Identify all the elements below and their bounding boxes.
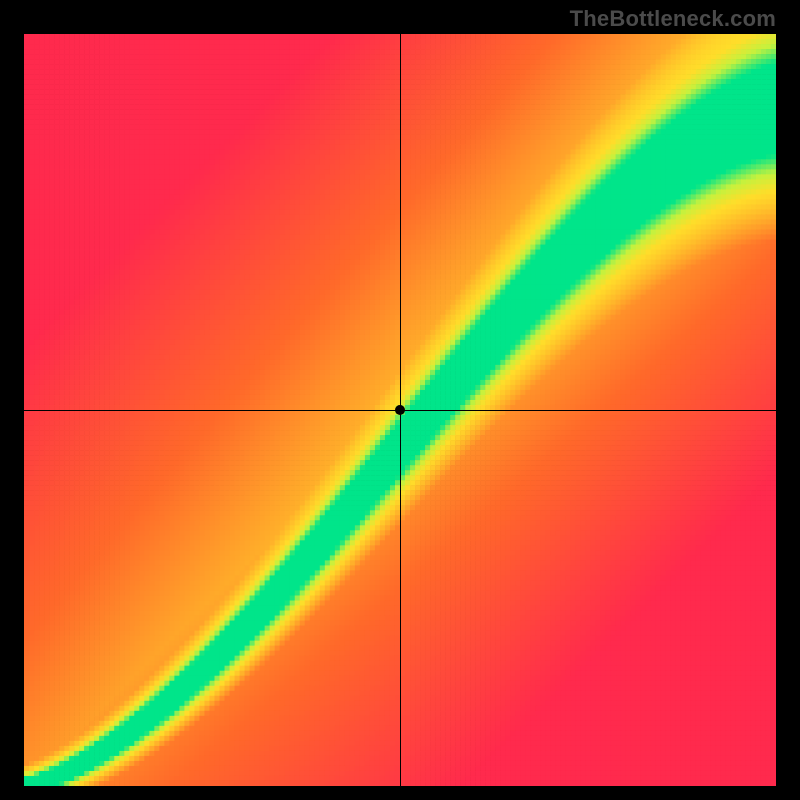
- figure-container: TheBottleneck.com: [0, 0, 800, 800]
- heatmap-canvas: [24, 34, 776, 786]
- watermark-text: TheBottleneck.com: [570, 6, 776, 32]
